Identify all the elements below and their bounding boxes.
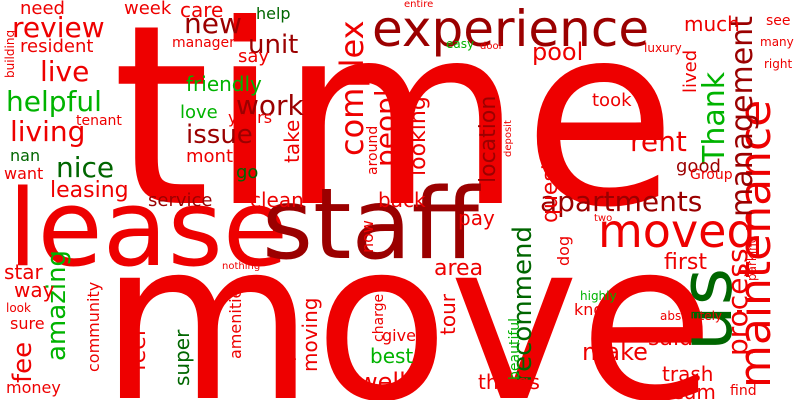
word-area: area xyxy=(434,256,484,281)
word-friendly: friendly xyxy=(186,72,262,96)
word-love: love xyxy=(180,102,218,123)
word-experience: experience xyxy=(372,0,650,58)
word-easy: easy xyxy=(446,37,475,51)
word-leasing: leasing xyxy=(50,178,129,203)
word-unit: unit xyxy=(248,30,299,60)
word-months: months xyxy=(186,146,254,167)
word-work: work xyxy=(236,89,304,122)
word-help: help xyxy=(256,4,291,23)
word-many: many xyxy=(760,35,794,49)
word-beautiful: beautiful xyxy=(507,317,523,380)
word-find: find xyxy=(730,383,757,399)
word-entire: entire xyxy=(404,0,434,10)
word-service: service xyxy=(148,190,213,211)
word-question: question xyxy=(538,127,563,223)
word-apartments: apartments xyxy=(540,185,703,218)
word-trash: trash xyxy=(662,362,714,386)
word-dog: dog xyxy=(554,235,573,266)
word-lived: lived xyxy=(680,49,701,93)
word-team: team xyxy=(664,380,716,400)
word-charge: charge xyxy=(371,293,387,342)
word-highly: highly xyxy=(580,289,617,303)
word-management: management xyxy=(725,16,760,217)
word-give: give xyxy=(382,326,416,345)
word-tour: tour xyxy=(436,294,460,335)
word-look: look xyxy=(6,301,31,315)
word-care: care xyxy=(180,0,224,22)
word-community: community xyxy=(84,281,103,372)
word-issue: issue xyxy=(186,120,253,150)
word-week: week xyxy=(124,0,172,19)
word-time: time xyxy=(112,0,677,262)
word-took: took xyxy=(592,90,632,111)
word-review: review xyxy=(12,11,105,44)
word-pool: pool xyxy=(532,38,584,66)
word-well: well xyxy=(358,368,406,396)
word-right: right xyxy=(764,57,793,71)
word-much: much xyxy=(684,12,740,36)
word-living: living xyxy=(10,115,86,148)
word-staff: staff xyxy=(262,168,480,282)
word-lease: lease xyxy=(8,167,289,290)
word-nice: nice xyxy=(56,151,115,184)
word-good: good xyxy=(676,156,721,177)
word-two: two xyxy=(594,213,613,224)
word-know: know xyxy=(574,300,617,319)
word-absolutely: absolutely xyxy=(660,309,723,323)
word-back: back xyxy=(378,188,426,212)
word-take: take xyxy=(280,119,304,163)
word-location: location xyxy=(476,95,501,183)
word-want: want xyxy=(4,164,44,183)
word-live: live xyxy=(40,55,90,88)
word-now: now xyxy=(358,219,377,253)
word-amazing: amazing xyxy=(42,249,72,361)
word-need: need xyxy=(20,0,65,19)
word-super: super xyxy=(170,329,194,386)
word-fee: fee xyxy=(8,341,38,383)
word-move: move xyxy=(100,194,715,400)
word-amenities: amenities xyxy=(226,280,245,359)
word-resident: resident xyxy=(20,36,94,57)
word-rent: rent xyxy=(630,125,687,158)
word-nothing: nothing xyxy=(222,261,261,272)
word-thank: Thank xyxy=(697,71,732,164)
word-say: say xyxy=(238,46,270,67)
word-door: door xyxy=(480,41,503,52)
word-luxury: luxury xyxy=(644,41,682,55)
word-looking: looking xyxy=(406,96,431,176)
word-manager: manager xyxy=(172,35,235,51)
word-new: new xyxy=(184,7,242,40)
word-make: make xyxy=(582,338,648,366)
word-feel: feel xyxy=(126,330,151,371)
word-clean: clean xyxy=(250,188,304,212)
word-said: said xyxy=(648,326,694,351)
word-money: money xyxy=(6,378,61,397)
word-around: around xyxy=(365,125,381,175)
word-nan: nan xyxy=(10,146,41,165)
word-sure: sure xyxy=(10,314,45,333)
word-building: building xyxy=(3,29,17,78)
word-pay: pay xyxy=(458,206,495,230)
word-go: go xyxy=(236,162,259,183)
word-things: things xyxy=(478,370,540,394)
word-star: star xyxy=(4,260,43,284)
word-best: best xyxy=(370,344,414,368)
word-moved: moved xyxy=(598,204,756,258)
word-group: Group xyxy=(690,167,733,183)
word-complex: complex xyxy=(333,20,371,156)
word-parking: parking xyxy=(745,235,759,281)
word-price: price xyxy=(281,326,297,361)
word-years: years xyxy=(228,108,273,127)
word-helpful: helpful xyxy=(6,85,102,118)
word-deposit: deposit xyxy=(503,120,514,157)
word-tenant: tenant xyxy=(76,113,122,129)
word-first: first xyxy=(664,250,707,275)
word-moving: moving xyxy=(298,297,322,372)
word-way: way xyxy=(14,278,55,302)
word-see: see xyxy=(766,13,791,29)
